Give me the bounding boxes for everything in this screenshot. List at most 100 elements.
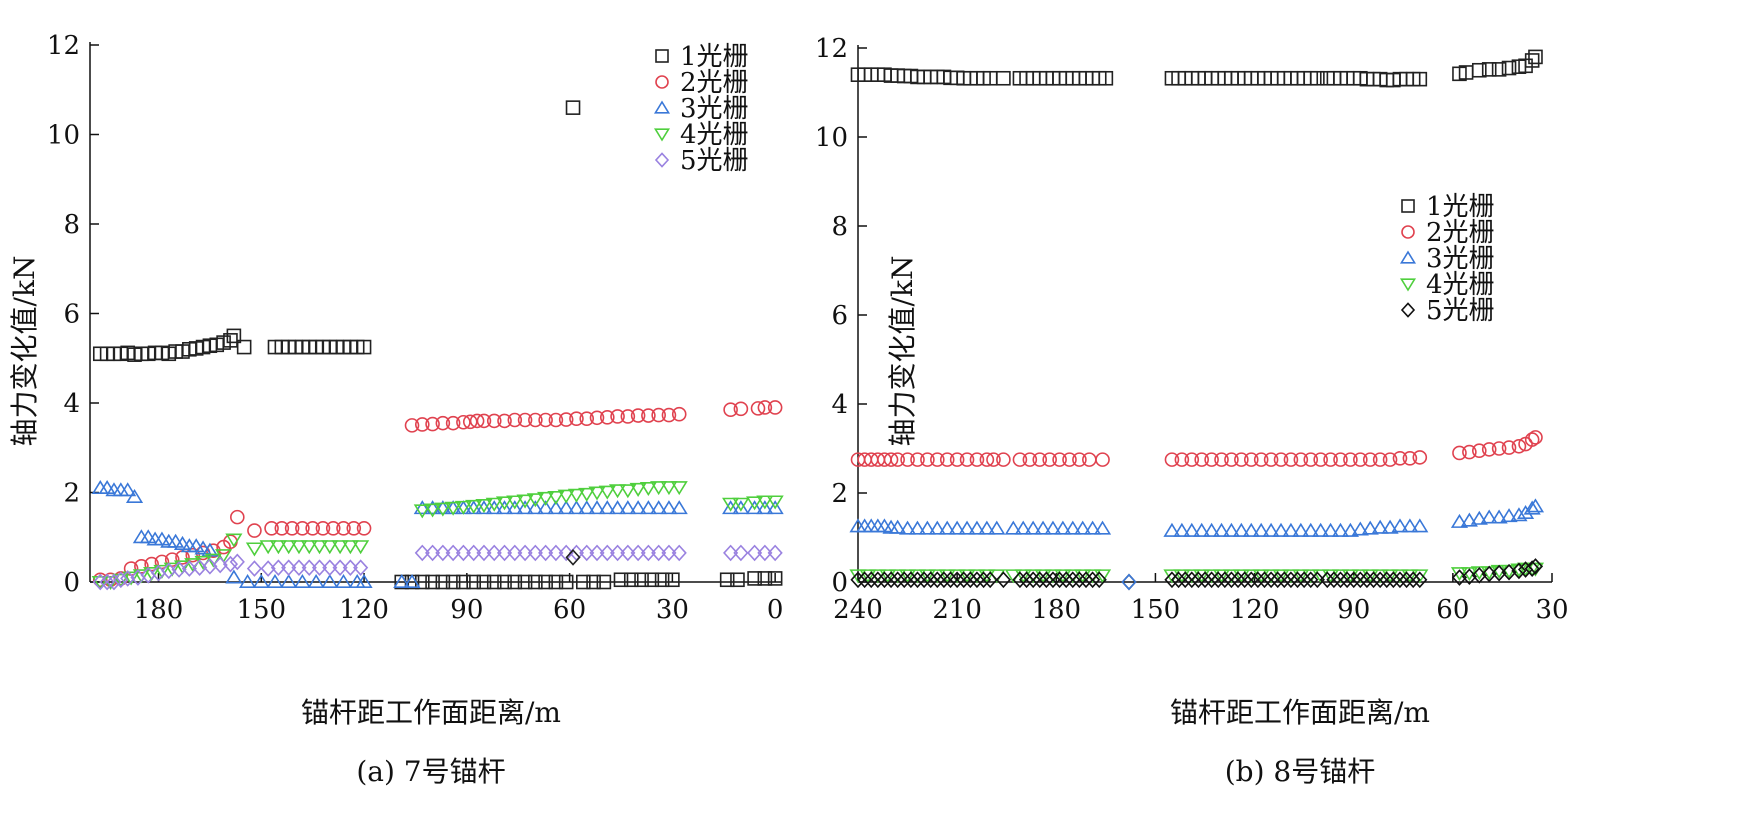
data-point: [1022, 452, 1038, 467]
data-point: [1412, 71, 1428, 87]
data-point: [229, 553, 245, 571]
data-point: [527, 544, 543, 562]
data-points: [91, 100, 784, 591]
data-point: [1333, 452, 1348, 467]
data-point: [187, 538, 205, 553]
data-point: [528, 574, 543, 590]
data-point: [245, 542, 264, 557]
data-point: [630, 408, 646, 423]
data-point: [958, 520, 976, 535]
data-point: [281, 559, 297, 577]
data-point: [225, 533, 243, 548]
data-point: [1270, 571, 1286, 589]
legend-label: 1光栅: [680, 42, 749, 72]
legend-label: 4光栅: [680, 120, 749, 150]
data-point: [978, 569, 996, 584]
data-point: [507, 412, 523, 428]
data-point: [266, 573, 284, 589]
legend-marker: [1399, 278, 1417, 292]
caption: (b) 8号锚杆: [1225, 755, 1376, 788]
data-point: [969, 452, 985, 467]
data-point: [1293, 452, 1309, 467]
data-point: [1217, 571, 1233, 589]
data-point: [538, 412, 553, 428]
data-point: [506, 500, 524, 515]
data-point: [434, 502, 452, 517]
x-tick-label: 150: [236, 595, 286, 625]
data-point: [746, 500, 764, 515]
data-points: [849, 49, 1545, 591]
data-point: [1283, 452, 1299, 467]
data-point: [476, 413, 492, 429]
data-point: [949, 571, 965, 589]
data-point: [1411, 518, 1429, 533]
legend-marker: [653, 100, 671, 114]
data-point: [883, 452, 899, 467]
data-point: [996, 452, 1011, 467]
data-point: [414, 544, 430, 562]
data-point: [939, 452, 955, 467]
data-point: [1462, 444, 1477, 460]
data-point: [291, 559, 307, 577]
data-point: [1371, 519, 1389, 534]
data-point: [898, 520, 917, 535]
data-point: [506, 495, 524, 510]
data-point: [767, 544, 783, 562]
y-tick-label: 6: [831, 301, 848, 331]
x-tick-label: 60: [553, 595, 586, 625]
data-point: [766, 495, 784, 510]
data-point: [404, 418, 420, 433]
x-tick-label: 120: [339, 595, 389, 625]
data-point: [537, 500, 555, 515]
data-point: [1263, 452, 1279, 467]
data-point: [620, 409, 636, 424]
data-point: [890, 571, 906, 589]
data-point: [1163, 522, 1181, 537]
data-point: [454, 500, 472, 515]
data-point: [1250, 571, 1266, 589]
data-point: [496, 544, 513, 562]
x-tick-label: 180: [134, 595, 184, 625]
data-point: [1296, 571, 1312, 589]
data-point: [139, 529, 157, 544]
data-point: [747, 571, 762, 586]
data-point: [1339, 571, 1355, 589]
data-point: [548, 412, 564, 428]
data-point: [1044, 520, 1062, 535]
data-point: [476, 544, 492, 562]
legend-marker: [1400, 302, 1416, 318]
y-tick-label: 4: [831, 390, 848, 420]
data-point: [948, 520, 966, 535]
data-point: [475, 499, 493, 514]
data-point: [1381, 519, 1399, 534]
data-point: [1372, 571, 1388, 589]
y-tick-label: 4: [63, 389, 80, 419]
x-axis-label: 锚杆距工作面距离/m: [1170, 696, 1430, 729]
data-point: [1511, 562, 1527, 580]
data-point: [425, 574, 440, 590]
data-point: [1292, 569, 1310, 584]
data-point: [1093, 520, 1112, 535]
data-point: [1252, 569, 1270, 584]
data-point: [1273, 452, 1289, 467]
data-point: [1054, 520, 1072, 535]
data-point: [1014, 569, 1032, 584]
data-point: [1052, 571, 1068, 589]
data-point: [153, 531, 171, 546]
data-point: [1222, 522, 1241, 537]
data-point: [495, 496, 514, 511]
data-point: [620, 544, 636, 562]
data-point: [1174, 452, 1190, 467]
data-point: [650, 500, 668, 515]
y-axis-label: 轴力变化值/kN: [886, 256, 919, 447]
data-point: [1012, 452, 1028, 467]
chart-b: 240 210 180 150 120 90 60 30 0 2 4 6 8 10 12 1光栅2光栅3光…: [815, 34, 1569, 788]
data-point: [225, 569, 243, 584]
data-point: [132, 569, 150, 584]
data-point: [1527, 558, 1544, 575]
data-point: [928, 520, 946, 535]
legend-label: 3光栅: [1426, 244, 1495, 274]
data-point: [355, 573, 373, 589]
data-point: [660, 481, 678, 496]
data-point: [1253, 452, 1269, 467]
